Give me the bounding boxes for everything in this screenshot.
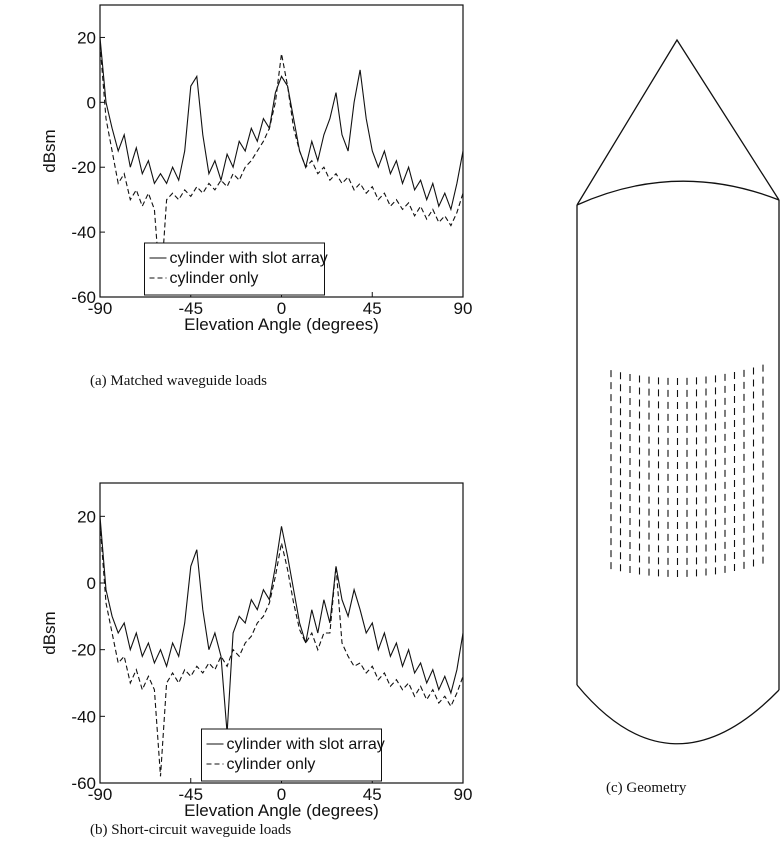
y-axis-label: dBsm — [40, 129, 59, 172]
legend-label: cylinder only — [227, 756, 316, 773]
slot-array — [610, 364, 764, 578]
x-tick-label: 0 — [277, 785, 286, 804]
x-tick-label: -45 — [178, 785, 203, 804]
series-line — [99, 516, 464, 734]
chart: -60 -40 -20 0 20 -90 -45 0 45 90 Elevation Angle (… — [40, 482, 473, 838]
x-tick-label: -90 — [88, 299, 113, 318]
y-tick-label: 0 — [87, 93, 96, 112]
caption: (a) Matched waveguide loads — [90, 373, 267, 389]
y-tick-label: -40 — [71, 707, 96, 726]
x-tick-label: 90 — [454, 299, 473, 318]
y-tick-label: -60 — [71, 774, 96, 793]
y-tick-label: 20 — [77, 28, 96, 47]
y-tick-label: -20 — [71, 641, 96, 660]
series-line — [99, 522, 464, 777]
y-tick-label: 0 — [87, 574, 96, 593]
legend-label: cylinder with slot array — [227, 736, 385, 753]
x-tick-label: -90 — [88, 785, 113, 804]
cylinder-side — [576, 200, 780, 690]
caption: (c) Geometry — [606, 780, 687, 796]
cone — [576, 38, 780, 206]
legend-box — [144, 242, 325, 296]
x-tick-label: -45 — [178, 299, 203, 318]
caption: (b) Short-circuit waveguide loads — [90, 822, 291, 838]
x-tick-label: 45 — [363, 299, 382, 318]
y-tick-label: -20 — [71, 158, 96, 177]
legend-label: cylinder only — [170, 270, 259, 287]
legend-label: cylinder with slot array — [170, 250, 328, 267]
chart: -60 -40 -20 0 20 -90 -45 0 45 90 Elevation Angle (… — [40, 4, 473, 389]
x-tick-label: 45 — [363, 785, 382, 804]
y-tick-label: -60 — [71, 288, 96, 307]
x-axis-label: Elevation Angle (degrees) — [184, 315, 379, 334]
series-line — [99, 37, 464, 212]
x-tick-label: 0 — [277, 299, 286, 318]
x-tick-label: 90 — [454, 785, 473, 804]
geometry — [576, 38, 780, 745]
y-tick-label: -40 — [71, 223, 96, 242]
legend-box — [201, 728, 382, 782]
x-axis-label: Elevation Angle (degrees) — [184, 801, 379, 820]
y-tick-label: 20 — [77, 507, 96, 526]
y-axis-label: dBsm — [40, 611, 59, 654]
cone-base — [576, 180, 780, 206]
cylinder-bottom — [576, 684, 780, 745]
